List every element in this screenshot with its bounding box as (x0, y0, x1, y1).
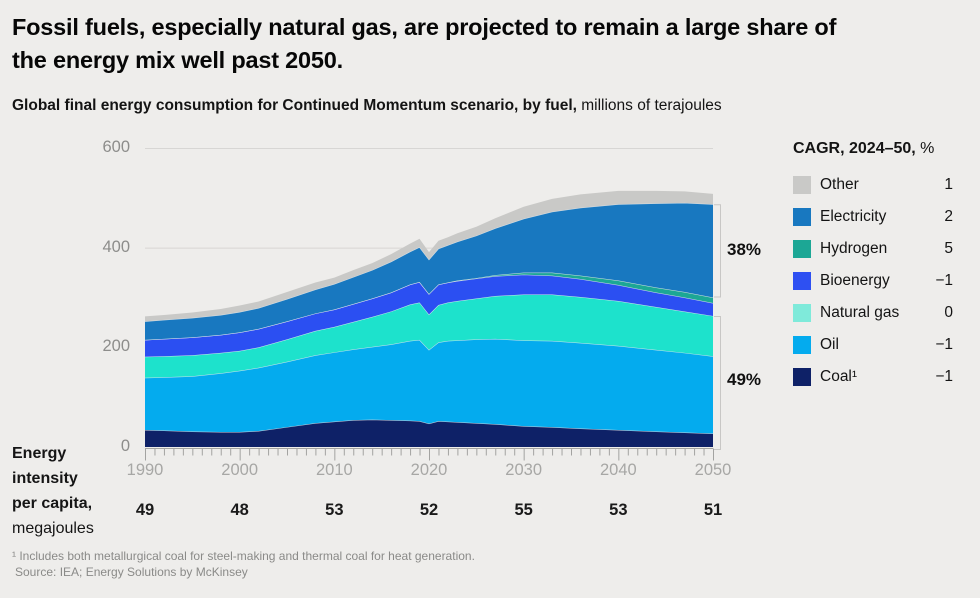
energy-intensity-value: 52 (419, 501, 439, 519)
x-axis-year-label: 1990 (126, 461, 164, 479)
energy-intensity-value: 53 (325, 501, 344, 519)
legend-value: 0 (944, 304, 953, 321)
legend-swatch-hydrogen-icon (793, 240, 811, 258)
legend-value: 1 (944, 176, 953, 193)
legend-value: −1 (935, 336, 953, 353)
legend-label: Bioenergy (820, 272, 890, 289)
energy-intensity-label-line: intensity (12, 470, 78, 487)
legend-swatch-bioenergy-icon (793, 272, 811, 290)
y-axis-label: 0 (120, 437, 130, 455)
energy-intensity-label: Energy intensity per capita, megajoules (12, 441, 132, 541)
legend-swatch-other-icon (793, 176, 811, 194)
legend-swatch-coal-icon (793, 368, 811, 386)
energy-intensity-value: 53 (609, 501, 628, 519)
energy-intensity-value: 48 (230, 501, 249, 519)
share-annotation: 38% (727, 239, 762, 259)
energy-intensity-label-line: per capita, (12, 495, 93, 512)
legend-swatch-oil-icon (793, 336, 811, 354)
legend-label: Other (820, 176, 859, 193)
legend: CAGR, 2024–50, % Other 1 Electricity 2 H… (793, 140, 953, 393)
legend-label: Coal¹ (820, 368, 858, 385)
legend-row-electricity: Electricity 2 (793, 201, 953, 233)
energy-intensity-label-unit: megajoules (12, 520, 94, 537)
exhibit-title-line2: the energy mix well past 2050. (12, 47, 343, 73)
x-axis-year-label: 2000 (221, 461, 259, 479)
x-axis-year-label: 2030 (505, 461, 543, 479)
legend-label: Hydrogen (820, 240, 888, 257)
exhibit-subtitle-main: Global final energy consumption for Cont… (12, 97, 577, 114)
legend-title: CAGR, 2024–50, % (793, 140, 953, 158)
legend-row-bioenergy: Bioenergy −1 (793, 265, 953, 297)
footnote: ¹ Includes both metallurgical coal for s… (12, 549, 475, 563)
legend-label: Electricity (820, 208, 887, 225)
footnote-block: ¹ Includes both metallurgical coal for s… (12, 549, 712, 580)
x-axis-year-label: 2050 (694, 461, 732, 479)
legend-row-natural-gas: Natural gas 0 (793, 297, 953, 329)
legend-value: −1 (935, 368, 953, 385)
legend-row-other: Other 1 (793, 169, 953, 201)
share-annotation: 49% (727, 370, 762, 390)
x-axis-year-label: 2020 (410, 461, 448, 479)
energy-intensity-label-line: Energy (12, 445, 67, 462)
legend-value: 5 (944, 240, 953, 257)
legend-value: −1 (935, 272, 953, 289)
legend-label: Natural gas (820, 304, 900, 321)
legend-row-hydrogen: Hydrogen 5 (793, 233, 953, 265)
legend-row-coal: Coal¹ −1 (793, 361, 953, 393)
exhibit-title: Fossil fuels, especially natural gas, ar… (12, 11, 970, 77)
energy-intensity-value: 51 (703, 501, 723, 519)
exhibit-subtitle: Global final energy consumption for Cont… (12, 97, 970, 115)
exhibit-subtitle-unit: millions of terajoules (576, 97, 722, 114)
energy-intensity-value: 55 (514, 501, 533, 519)
legend-swatch-natural-gas-icon (793, 304, 811, 322)
legend-label: Oil (820, 336, 839, 353)
stacked-area-chart (143, 146, 737, 464)
source-line: Source: IEA; Energy Solutions by McKinse… (15, 564, 248, 579)
energy-intensity-value: 49 (135, 501, 155, 519)
y-axis-label: 600 (102, 138, 130, 156)
y-axis-label: 200 (102, 337, 130, 356)
y-axis-label: 400 (102, 237, 130, 256)
legend-value: 2 (944, 208, 953, 225)
legend-swatch-electricity-icon (793, 208, 811, 226)
legend-title-bold: CAGR, 2024–50, (793, 140, 916, 157)
x-axis-year-label: 2010 (315, 461, 353, 479)
legend-row-oil: Oil −1 (793, 329, 953, 361)
exhibit-title-line1: Fossil fuels, especially natural gas, ar… (12, 14, 837, 40)
x-axis-year-label: 2040 (599, 461, 637, 479)
legend-title-unit: % (915, 140, 935, 157)
